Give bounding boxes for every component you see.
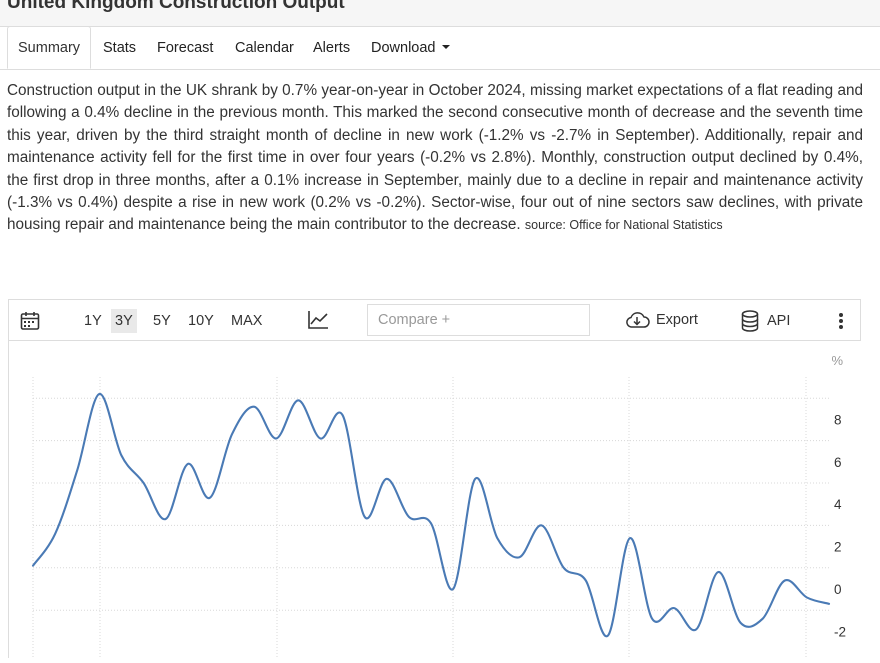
compare-input[interactable] (367, 304, 590, 336)
tab-alerts[interactable]: Alerts (313, 40, 351, 56)
range-3y-button[interactable]: 3Y (111, 309, 137, 333)
summary-text: Construction output in the UK shrank by … (7, 82, 863, 234)
chart-area: 8 6 4 2 0 -2 % (8, 341, 861, 658)
chart-toolbar: 1Y 3Y 5Y 10Y MAX Export API (8, 299, 861, 341)
y-tick-label: 4 (834, 497, 842, 512)
y-tick-label: 6 (834, 455, 842, 470)
range-1y-button[interactable]: 1Y (84, 313, 102, 329)
export-button[interactable]: Export (624, 311, 698, 329)
api-label: API (767, 313, 791, 329)
tab-summary[interactable]: Summary (7, 26, 92, 69)
tab-calendar[interactable]: Calendar (235, 40, 294, 56)
title-bar: United Kingdom Construction Output (0, 0, 880, 27)
y-tick-label: 2 (834, 540, 842, 555)
y-tick-label: 8 (834, 412, 842, 427)
cloud-download-icon (626, 312, 650, 328)
calendar-icon[interactable] (20, 311, 40, 335)
y-axis-unit-label: % (831, 353, 843, 368)
tab-bar: Summary Stats Forecast Calendar Alerts D… (0, 26, 880, 70)
y-tick-label: 0 (834, 582, 842, 597)
tab-stats[interactable]: Stats (103, 40, 137, 56)
more-options-icon[interactable] (838, 312, 844, 334)
database-icon (741, 310, 759, 332)
tab-download-label: Download (371, 40, 436, 56)
y-tick-label: -2 (834, 624, 846, 639)
tab-download[interactable]: Download (371, 27, 450, 69)
export-label: Export (656, 312, 698, 328)
summary-paragraph: Construction output in the UK shrank by … (7, 80, 863, 237)
range-10y-button[interactable]: 10Y (188, 313, 214, 329)
api-button[interactable]: API (741, 310, 790, 332)
page-title: United Kingdom Construction Output (7, 0, 345, 13)
source-note: source: Office for National Statistics (524, 218, 723, 233)
tab-forecast[interactable]: Forecast (157, 40, 214, 56)
series-line (31, 392, 831, 638)
range-max-button[interactable]: MAX (231, 313, 263, 329)
caret-down-icon (441, 44, 450, 49)
line-chart: 8 6 4 2 0 -2 % (31, 353, 846, 658)
range-5y-button[interactable]: 5Y (153, 313, 171, 329)
line-chart-icon[interactable] (307, 310, 329, 334)
